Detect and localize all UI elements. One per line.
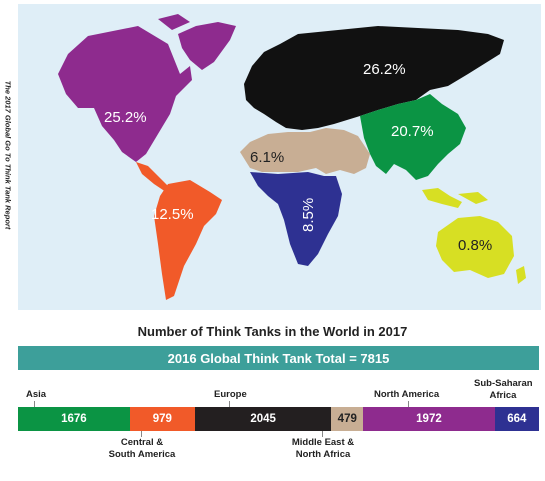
bar-label-mena-line2: North Africa (295, 449, 351, 460)
region-central-america (136, 162, 174, 192)
bar-label-middle-east-north-africa: Middle East & North Africa (284, 437, 362, 461)
tick-central-south-america (141, 431, 142, 437)
label-north-america: 25.2% (104, 109, 147, 126)
bar-segment-north-america: 1972 (363, 407, 495, 431)
bar-label-csa-line2: South America (108, 449, 176, 460)
tick-north-america (408, 401, 409, 407)
region-southeast-asia-islands (422, 188, 488, 208)
bar-label-ssa-line1: Sub-Saharan (474, 378, 533, 389)
bar-segment-middle-east-north-africa: 479 (331, 407, 364, 431)
tick-asia (34, 401, 35, 407)
bar-value-europe: 2045 (250, 413, 276, 425)
bar-segment-europe: 2045 (194, 407, 332, 431)
stacked-bar: 1676 979 2045 479 1972 664 (18, 407, 539, 431)
region-europe (244, 26, 504, 130)
bar-segment-sub-saharan-africa: 664 (494, 407, 539, 431)
world-map: 25.2% 12.5% 26.2% 6.1% 8.5% 20.7% 0.8% (18, 4, 541, 310)
tick-middle-east-north-africa (322, 431, 323, 437)
label-sub-saharan-africa: 8.5% (300, 198, 317, 232)
region-north-america (58, 14, 236, 162)
bar-label-csa-line1: Central & (120, 437, 164, 448)
bar-label-mena-line1: Middle East & (291, 437, 355, 448)
total-banner: 2016 Global Think Tank Total = 7815 (18, 346, 539, 370)
bar-label-asia: Asia (26, 389, 47, 400)
region-oceania (436, 216, 526, 284)
label-middle-east-north-africa: 6.1% (250, 149, 284, 166)
label-oceania: 0.8% (458, 237, 492, 254)
region-asia (360, 94, 466, 180)
label-asia: 20.7% (391, 123, 434, 140)
report-credit: The 2017 Global Go To Think Tank Report (1, 5, 15, 305)
bar-label-ssa-line2: Africa (489, 390, 517, 401)
bar-label-central-south-america: Central & South America (104, 437, 180, 461)
label-europe: 26.2% (363, 61, 406, 78)
bar-label-sub-saharan-africa: Sub-Saharan Africa (474, 378, 533, 402)
bar-value-asia: 1676 (61, 413, 87, 425)
region-south-america (154, 180, 222, 300)
bar-value-sub-saharan-africa: 664 (507, 413, 527, 425)
tick-europe (229, 401, 230, 407)
credit-text: The 2017 Global Go To Think Tank Report (3, 80, 13, 230)
label-central-south-america: 12.5% (151, 206, 194, 223)
bar-segment-asia: 1676 (18, 407, 130, 431)
region-sub-saharan-africa (250, 172, 342, 266)
bar-label-europe: Europe (214, 389, 247, 400)
bar-value-middle-east-north-africa: 479 (337, 413, 357, 425)
bar-label-north-america: North America (374, 389, 440, 400)
bar-segment-central-south-america: 979 (129, 407, 195, 431)
bar-value-north-america: 1972 (416, 413, 442, 425)
region-middle-east-north-africa (240, 128, 370, 174)
bar-value-central-south-america: 979 (152, 413, 172, 425)
chart-title: Number of Think Tanks in the World in 20… (137, 324, 408, 339)
